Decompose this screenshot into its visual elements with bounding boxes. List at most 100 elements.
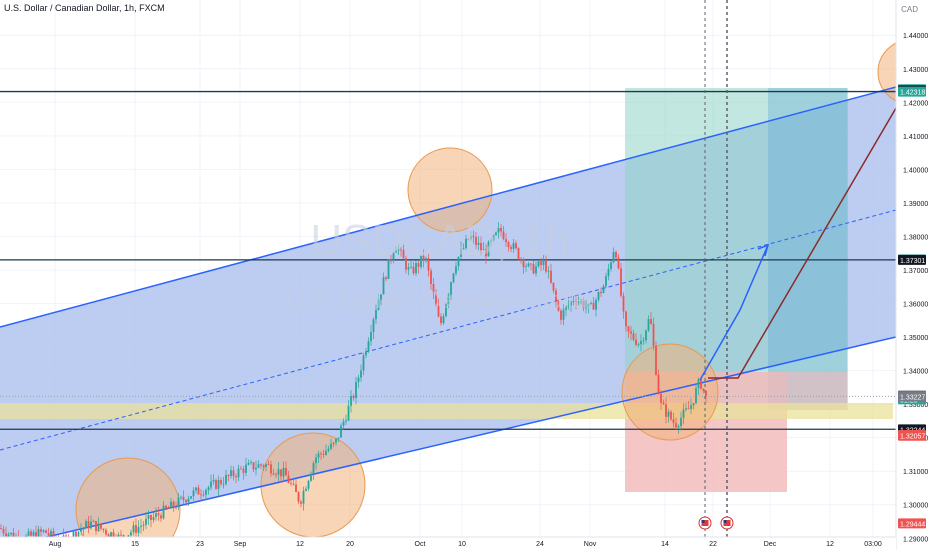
candle — [595, 297, 597, 317]
candle-body — [425, 258, 427, 261]
y-tick-label: 1.44000 — [903, 33, 928, 40]
candle-body — [227, 475, 230, 477]
candle — [195, 486, 197, 494]
candle — [627, 325, 630, 338]
candle — [467, 238, 470, 241]
x-tick-label: 22 — [709, 541, 717, 548]
candle-body — [672, 419, 675, 424]
candle-body — [300, 501, 302, 504]
candle — [147, 510, 150, 526]
candle-body — [435, 293, 437, 307]
candle-body — [470, 235, 472, 240]
candle — [417, 260, 420, 274]
candle — [525, 263, 527, 272]
candle-body — [567, 305, 570, 307]
candle — [377, 293, 380, 311]
candle-body — [440, 316, 442, 324]
candle-body — [655, 345, 657, 375]
channel-upper-line — [0, 86, 897, 328]
candle — [452, 272, 455, 284]
candle-body — [400, 249, 402, 251]
candle — [92, 519, 95, 523]
candle-body — [137, 526, 140, 533]
candle — [552, 282, 555, 294]
candle — [287, 470, 290, 484]
candle — [645, 329, 647, 344]
candle — [360, 364, 362, 382]
candle-body — [405, 258, 407, 270]
candle-body — [90, 521, 92, 529]
candle — [307, 479, 310, 492]
candle — [217, 475, 220, 497]
candle-body — [72, 531, 75, 540]
candle — [250, 459, 252, 465]
candle — [445, 303, 447, 318]
candle-body — [282, 467, 285, 477]
candle-body — [652, 323, 655, 346]
candle-body — [392, 252, 395, 260]
candle-body — [627, 326, 630, 332]
candle — [497, 222, 500, 239]
candle-body — [152, 517, 155, 520]
candle — [175, 501, 177, 510]
candle-body — [615, 252, 617, 258]
candle — [107, 533, 110, 537]
candle — [457, 256, 460, 271]
candle-body — [535, 266, 537, 274]
candle-body — [290, 483, 292, 484]
candle — [540, 258, 542, 271]
candle-body — [175, 506, 177, 508]
candle-body — [277, 469, 280, 475]
candle — [160, 512, 162, 522]
candle — [180, 495, 182, 501]
candle-body — [505, 239, 507, 243]
candle-body — [265, 464, 267, 467]
candle — [602, 284, 605, 294]
candle — [162, 501, 165, 520]
candle-body — [360, 370, 362, 378]
candle-body — [580, 300, 582, 302]
candle-body — [147, 514, 150, 519]
candle — [402, 244, 405, 259]
candle-body — [530, 263, 532, 265]
candle — [172, 500, 175, 512]
candle-body — [692, 403, 695, 406]
candle — [170, 497, 172, 509]
candle-body — [390, 259, 392, 260]
candle-body — [7, 534, 10, 537]
candle-body — [95, 521, 97, 532]
candle — [202, 490, 205, 497]
candle-body — [105, 530, 107, 535]
candle — [220, 477, 222, 487]
candle — [422, 249, 425, 268]
candle-body — [590, 302, 592, 304]
us-flag-icon-canton — [701, 520, 705, 523]
candle — [665, 397, 667, 424]
candle-body — [357, 377, 360, 382]
candle-body — [295, 484, 297, 493]
candle-body — [487, 242, 490, 257]
candle — [592, 297, 595, 310]
candle-body — [512, 243, 515, 249]
candle-body — [442, 316, 445, 324]
candle — [527, 261, 530, 268]
candle — [150, 514, 152, 528]
candle — [225, 469, 227, 486]
candle — [455, 261, 457, 276]
candle-body — [612, 252, 615, 263]
projection-arrow-short — [699, 244, 769, 381]
candle-body — [250, 462, 252, 464]
candle-body — [340, 425, 342, 438]
candle — [435, 289, 437, 307]
candle — [585, 300, 587, 314]
candle — [477, 236, 480, 251]
candle — [42, 529, 45, 534]
candle-body — [570, 301, 572, 306]
candle-body — [502, 231, 505, 240]
price-label-text: 1.37301 — [900, 258, 925, 265]
candle-body — [242, 468, 245, 473]
candle — [617, 254, 620, 270]
candle-body — [220, 480, 222, 484]
